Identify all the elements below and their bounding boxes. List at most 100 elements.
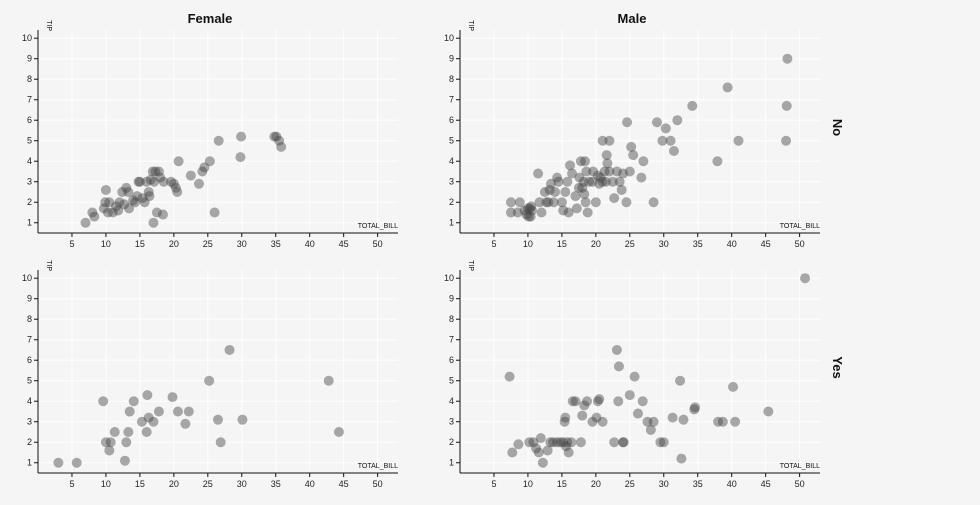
y-tick-label: 5 bbox=[27, 136, 32, 146]
data-point bbox=[637, 396, 648, 407]
data-point bbox=[512, 207, 523, 218]
data-point bbox=[594, 178, 605, 189]
data-point bbox=[525, 211, 536, 222]
data-point bbox=[575, 156, 586, 167]
data-point bbox=[113, 205, 124, 216]
data-point bbox=[89, 211, 100, 222]
data-point bbox=[533, 447, 544, 458]
data-point bbox=[676, 453, 687, 464]
data-point bbox=[660, 123, 671, 134]
data-point bbox=[562, 437, 573, 448]
y-tick-label: 5 bbox=[449, 136, 454, 146]
data-point bbox=[209, 207, 220, 218]
data-point bbox=[567, 396, 578, 407]
y-axis-label: TIP bbox=[467, 260, 474, 271]
data-point bbox=[651, 117, 662, 128]
data-point bbox=[595, 172, 606, 183]
y-tick-label: 2 bbox=[449, 437, 454, 447]
data-point bbox=[618, 437, 629, 448]
x-tick-label: 25 bbox=[203, 239, 213, 249]
y-tick-label: 4 bbox=[449, 396, 454, 406]
data-point bbox=[148, 416, 159, 427]
data-point bbox=[173, 156, 184, 167]
y-axis-label: TIP bbox=[45, 260, 52, 271]
data-point bbox=[584, 176, 595, 187]
data-point bbox=[565, 160, 576, 171]
data-point bbox=[150, 166, 161, 177]
x-tick-label: 35 bbox=[271, 239, 281, 249]
data-point bbox=[105, 437, 116, 448]
x-tick-label: 10 bbox=[523, 239, 533, 249]
y-tick-label: 1 bbox=[27, 218, 32, 228]
data-point bbox=[197, 166, 208, 177]
data-point bbox=[713, 416, 724, 427]
data-point bbox=[624, 390, 635, 401]
data-point bbox=[333, 426, 344, 437]
data-point bbox=[130, 197, 141, 208]
data-point bbox=[555, 437, 566, 448]
y-tick-label: 10 bbox=[22, 33, 32, 43]
data-point bbox=[578, 176, 589, 187]
data-point bbox=[712, 156, 723, 167]
data-point bbox=[628, 150, 639, 161]
data-point bbox=[155, 172, 166, 183]
data-point bbox=[141, 426, 152, 437]
data-point bbox=[582, 207, 593, 218]
data-point bbox=[573, 182, 584, 193]
data-point bbox=[123, 426, 134, 437]
data-point bbox=[124, 203, 135, 214]
data-point bbox=[111, 201, 122, 212]
x-axis-label: TOTAL_BILL bbox=[358, 223, 398, 230]
data-point bbox=[141, 176, 152, 187]
data-point bbox=[124, 406, 135, 417]
data-point bbox=[504, 371, 515, 382]
data-point bbox=[579, 189, 590, 200]
data-point bbox=[763, 406, 774, 417]
data-point bbox=[102, 207, 113, 218]
data-point bbox=[132, 191, 143, 202]
data-point bbox=[558, 437, 569, 448]
data-point bbox=[528, 437, 539, 448]
data-point bbox=[185, 170, 196, 181]
data-point bbox=[587, 416, 598, 427]
data-point bbox=[655, 437, 666, 448]
data-point bbox=[690, 402, 701, 413]
data-point bbox=[614, 176, 625, 187]
data-point bbox=[733, 135, 744, 146]
data-point bbox=[607, 176, 618, 187]
data-point bbox=[577, 182, 588, 193]
data-point bbox=[543, 197, 554, 208]
x-tick-label: 5 bbox=[491, 239, 496, 249]
data-point bbox=[604, 166, 615, 177]
data-point bbox=[514, 197, 525, 208]
data-point bbox=[142, 390, 153, 401]
data-point bbox=[632, 408, 643, 419]
data-point bbox=[642, 416, 653, 427]
y-tick-label: 7 bbox=[449, 95, 454, 105]
data-point bbox=[667, 412, 678, 423]
data-point bbox=[567, 168, 578, 179]
x-axis-label: TOTAL_BILL bbox=[780, 223, 820, 230]
data-point bbox=[100, 184, 111, 195]
data-point bbox=[224, 344, 235, 355]
data-point bbox=[524, 203, 535, 214]
x-tick-label: 40 bbox=[727, 479, 737, 489]
x-tick-label: 20 bbox=[591, 479, 601, 489]
x-tick-label: 35 bbox=[693, 479, 703, 489]
data-point bbox=[588, 166, 599, 177]
data-point bbox=[119, 199, 130, 210]
data-point bbox=[579, 400, 590, 411]
data-point bbox=[519, 205, 530, 216]
row-title-no: No bbox=[830, 119, 845, 136]
data-point bbox=[542, 445, 553, 456]
data-point bbox=[590, 197, 601, 208]
data-point bbox=[148, 217, 159, 228]
data-point bbox=[172, 186, 183, 197]
data-point bbox=[121, 437, 132, 448]
data-point bbox=[665, 135, 676, 146]
x-tick-label: 30 bbox=[659, 479, 669, 489]
y-tick-label: 9 bbox=[449, 294, 454, 304]
data-point bbox=[601, 176, 612, 187]
data-point bbox=[98, 203, 109, 214]
data-point bbox=[139, 197, 150, 208]
